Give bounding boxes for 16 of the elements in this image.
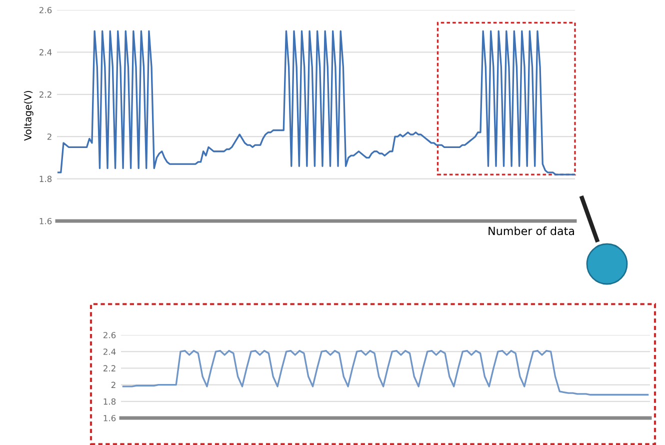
y-tick-label: 2.2 (103, 365, 116, 372)
line-series (122, 350, 649, 396)
y-tick-label: 2.4 (39, 49, 52, 56)
y-tick-label: 2.2 (39, 91, 52, 98)
x-axis-title: Number of data (488, 226, 574, 236)
y-tick-label: 2 (47, 134, 52, 140)
y-tick-label: 1.6 (104, 414, 116, 422)
y-tick-label: 1.8 (104, 398, 116, 405)
y-tick-label: 2.4 (103, 348, 116, 355)
y-tick-label: 1.6 (40, 218, 52, 224)
y-tick-label: 2.6 (39, 6, 52, 14)
line-series (57, 30, 575, 176)
y-tick-label: 2.6 (103, 332, 116, 338)
y-tick-label: 1.8 (40, 176, 52, 182)
y-tick-label: 2 (111, 382, 116, 388)
y-axis-title: Voltage(V) (24, 90, 34, 141)
